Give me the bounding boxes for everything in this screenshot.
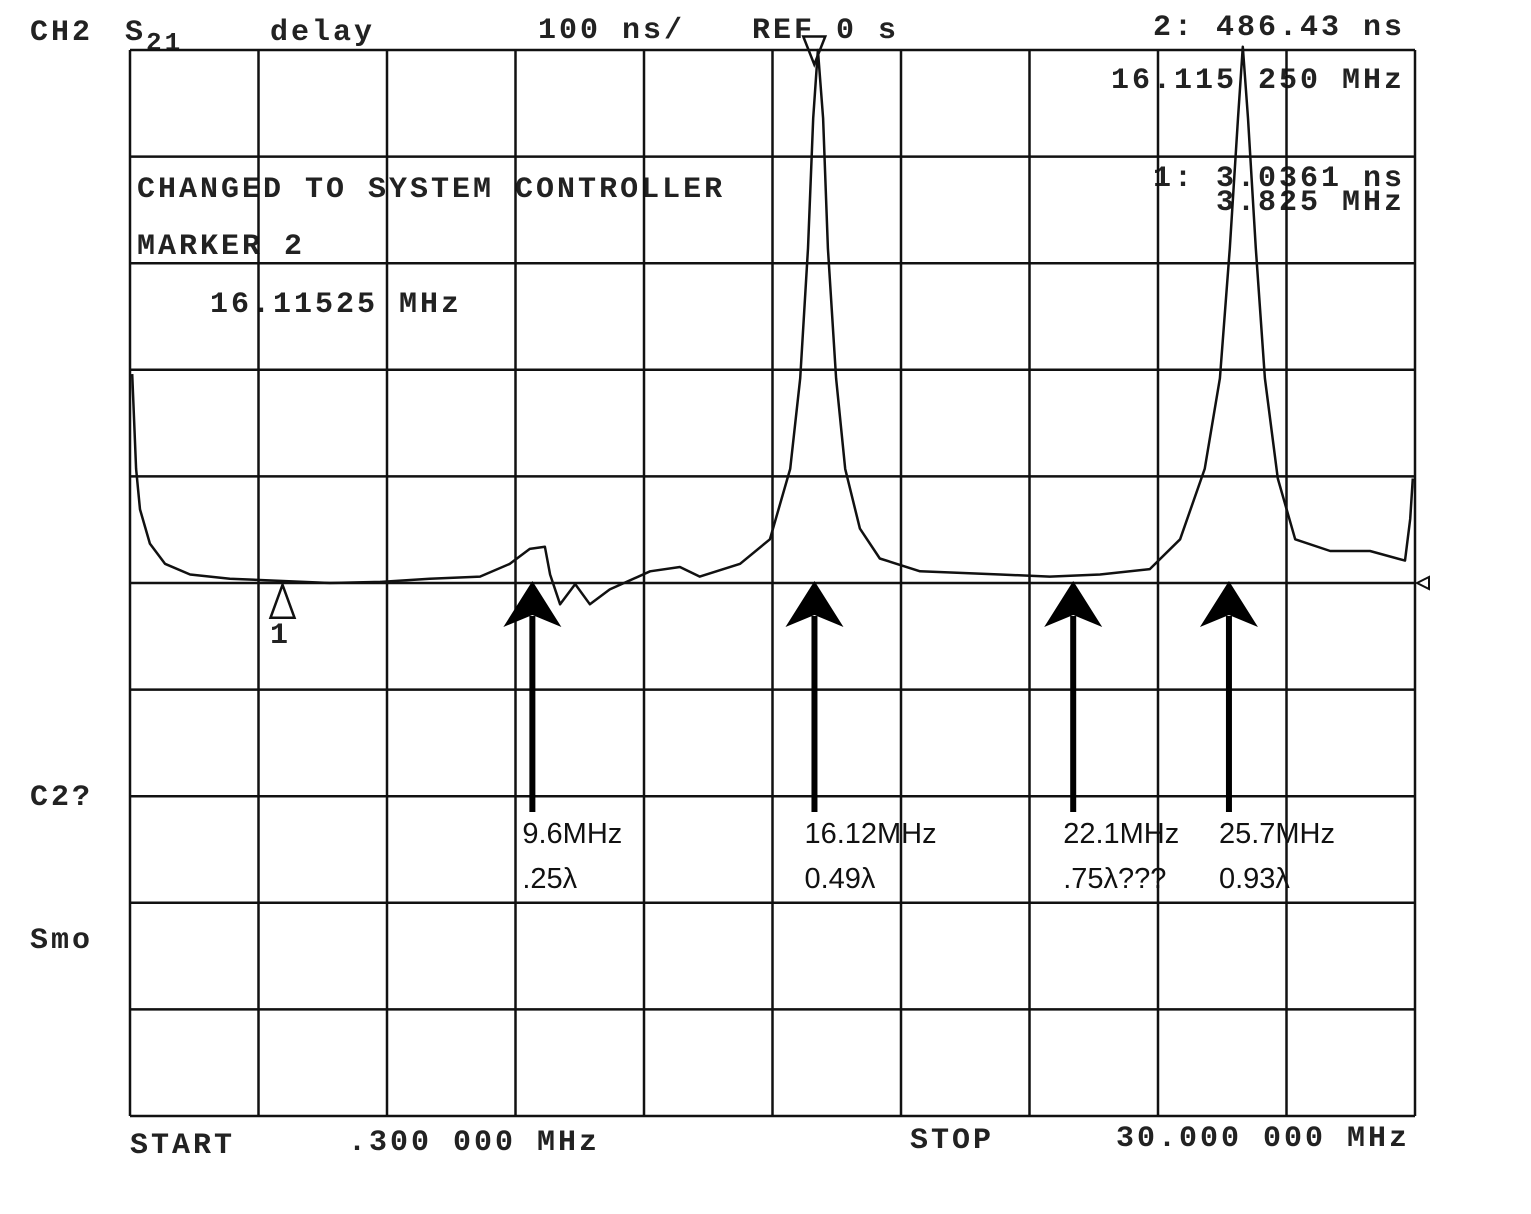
annotation-label: 16.12MHz: [804, 818, 936, 850]
format: delay: [270, 16, 375, 50]
start-label: START: [130, 1129, 235, 1163]
marker: [801, 35, 828, 68]
channel: CH2: [30, 16, 93, 50]
side-label: Smo: [30, 924, 93, 958]
message: 16.11525 MHz: [210, 288, 462, 322]
marker: [268, 581, 297, 620]
annotation-label: .75λ???: [1063, 863, 1166, 895]
readout: 2: 486.43 ns: [1153, 11, 1405, 45]
param-base: S: [125, 16, 146, 50]
stop-label: STOP: [910, 1124, 994, 1158]
message: MARKER 2: [137, 230, 305, 264]
marker-label: 1: [270, 619, 291, 653]
ref-label: REF 0 s: [752, 14, 899, 48]
annotation-arrowhead: [503, 581, 562, 627]
annotation-label: 0.93λ: [1219, 863, 1290, 895]
scale-label: 100 ns/: [538, 14, 685, 48]
trace: [130, 45, 1415, 606]
annotation-label: 22.1MHz: [1063, 818, 1179, 850]
side-label: C2?: [30, 781, 93, 815]
annotation-label: 9.6MHz: [522, 818, 622, 850]
annotation-arrowhead: [785, 581, 844, 627]
readout: 16.115 250 MHz: [1111, 64, 1405, 98]
annotation-label: .25λ: [522, 863, 577, 895]
annotation-label: 0.49λ: [804, 863, 875, 895]
parameter: S21: [125, 16, 183, 58]
readout: 1: 3.0361 ns: [1153, 162, 1405, 196]
readout: 3.825 MHz: [1216, 186, 1405, 220]
annotation-arrowhead: [1199, 581, 1258, 627]
param-sub: 21: [146, 28, 183, 58]
ref-marker: [1414, 575, 1430, 591]
message: CHANGED TO SYSTEM CONTROLLER: [137, 173, 725, 207]
annotation-label: 25.7MHz: [1219, 818, 1335, 850]
start-value: .300 000 MHz: [348, 1126, 600, 1160]
annotation-arrowhead: [1044, 581, 1103, 627]
stop-value: 30.000 000 MHz: [1116, 1122, 1410, 1156]
